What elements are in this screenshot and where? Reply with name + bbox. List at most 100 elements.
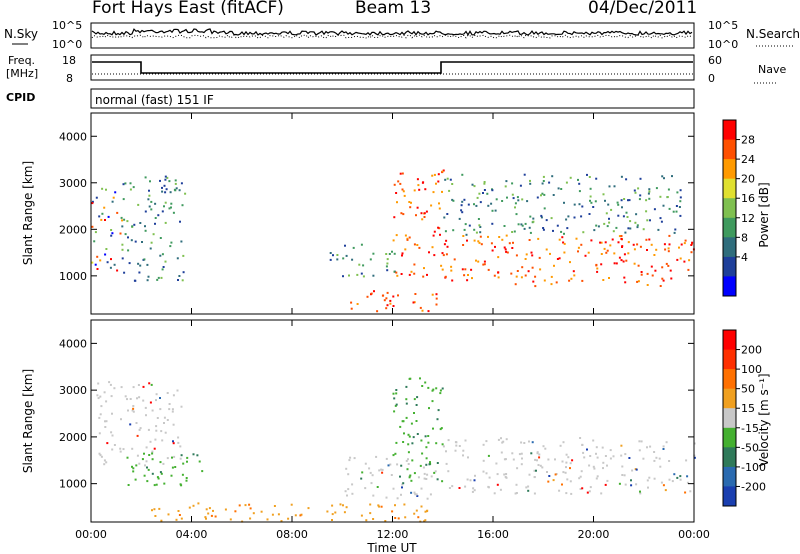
data-pixel — [143, 258, 146, 261]
data-pixel — [670, 277, 673, 280]
data-pixel — [471, 490, 474, 493]
data-pixel — [638, 198, 641, 201]
data-pixel — [386, 262, 389, 265]
data-pixel — [609, 457, 612, 460]
data-pixel — [100, 218, 103, 221]
data-pixel — [403, 503, 406, 506]
data-pixel — [389, 463, 392, 466]
data-pixel — [151, 509, 153, 512]
data-pixel — [550, 283, 553, 286]
data-pixel — [423, 477, 426, 480]
freq-tick-top: 18 — [62, 54, 76, 67]
data-pixel — [177, 441, 180, 444]
data-pixel — [376, 310, 379, 313]
data-pixel — [126, 456, 129, 459]
data-pixel — [582, 231, 585, 234]
data-pixel — [552, 229, 554, 232]
data-pixel — [147, 428, 150, 431]
data-pixel — [565, 218, 568, 221]
data-pixel — [151, 452, 154, 455]
data-pixel — [543, 279, 546, 282]
data-pixel — [111, 200, 114, 203]
data-pixel — [679, 189, 682, 192]
data-pixel — [678, 206, 681, 208]
data-pixel — [648, 238, 651, 241]
data-pixel — [505, 250, 508, 253]
data-pixel — [482, 443, 485, 446]
data-pixel — [413, 189, 416, 192]
data-pixel — [521, 457, 523, 460]
data-pixel — [655, 187, 658, 190]
data-pixel — [660, 220, 663, 223]
data-pixel — [528, 226, 531, 229]
data-pixel — [466, 279, 469, 282]
data-pixel — [156, 417, 159, 419]
data-pixel — [158, 507, 161, 510]
data-pixel — [545, 219, 548, 222]
nsky-tick-bottom: 10^0 — [52, 38, 82, 51]
data-pixel — [421, 385, 424, 387]
data-pixel — [144, 176, 147, 179]
data-pixel — [446, 245, 449, 248]
data-pixel — [604, 455, 607, 457]
data-pixel — [690, 251, 693, 254]
data-pixel — [646, 479, 649, 482]
data-pixel — [181, 279, 184, 282]
data-pixel — [511, 452, 514, 455]
data-pixel — [427, 386, 430, 389]
data-pixel — [639, 492, 642, 495]
data-pixel — [345, 254, 348, 257]
data-pixel — [505, 234, 508, 237]
data-pixel — [91, 200, 94, 203]
data-pixel — [404, 248, 407, 251]
data-pixel — [445, 462, 448, 465]
data-pixel — [371, 474, 374, 477]
data-pixel — [569, 467, 571, 470]
data-pixel — [483, 260, 486, 263]
data-pixel — [446, 213, 449, 215]
data-pixel — [424, 188, 427, 191]
data-pixel — [558, 238, 561, 241]
data-pixel — [669, 269, 672, 272]
data-pixel — [485, 472, 488, 475]
data-pixel — [491, 209, 494, 212]
data-pixel — [393, 252, 396, 255]
data-pixel — [386, 291, 389, 294]
data-pixel — [413, 512, 416, 515]
data-pixel — [577, 246, 580, 249]
data-pixel — [280, 520, 283, 523]
data-pixel — [581, 487, 584, 490]
xtick-label: 00:00 — [678, 528, 710, 541]
data-pixel — [152, 233, 155, 236]
data-pixel — [640, 440, 643, 443]
data-pixel — [451, 198, 454, 201]
data-pixel — [464, 485, 467, 488]
data-pixel — [161, 186, 163, 189]
data-pixel — [516, 467, 519, 470]
data-pixel — [108, 381, 111, 384]
data-pixel — [161, 253, 164, 256]
data-pixel — [347, 473, 350, 476]
nsearch-tick-bottom: 10^0 — [708, 38, 738, 51]
xtick-label: 00:00 — [75, 528, 107, 541]
data-pixel — [642, 228, 645, 231]
ytick-label: 2000 — [59, 223, 87, 236]
data-pixel — [631, 469, 634, 472]
data-pixel — [147, 198, 150, 201]
data-pixel — [648, 197, 651, 200]
date-title: 04/Dec/2011 — [588, 0, 698, 18]
data-pixel — [168, 408, 171, 411]
data-pixel — [435, 387, 438, 390]
power-ylabel: Slant Range [km] — [21, 161, 35, 265]
data-pixel — [421, 309, 424, 312]
data-pixel — [647, 192, 650, 195]
data-pixel — [416, 178, 419, 181]
data-pixel — [91, 225, 94, 228]
data-pixel — [436, 418, 439, 421]
data-pixel — [473, 239, 476, 242]
data-pixel — [648, 476, 651, 479]
data-pixel — [684, 491, 687, 494]
data-pixel — [441, 252, 444, 255]
data-pixel — [148, 382, 151, 385]
data-pixel — [182, 462, 185, 465]
